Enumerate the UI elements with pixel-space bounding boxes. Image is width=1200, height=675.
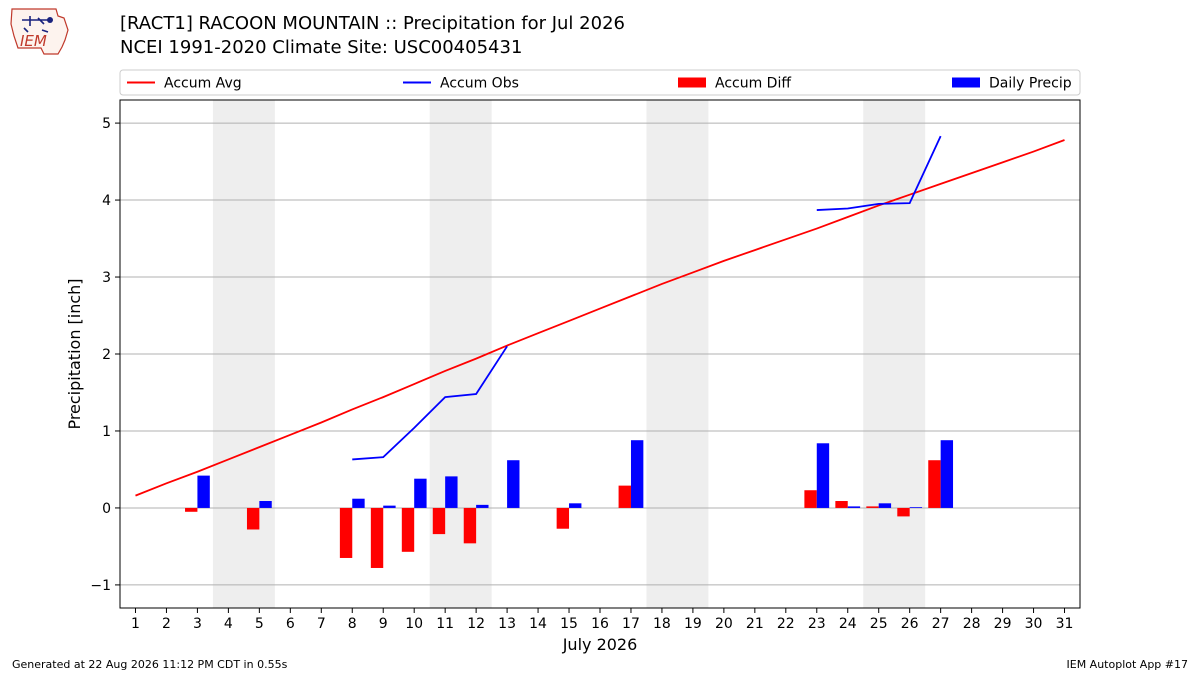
daily-precip-bar xyxy=(259,501,272,508)
generated-timestamp: Generated at 22 Aug 2026 11:12 PM CDT in… xyxy=(12,658,288,671)
x-tick-label: 12 xyxy=(467,616,485,632)
y-tick-label: 2 xyxy=(102,347,111,363)
x-axis-label: July 2026 xyxy=(562,635,638,654)
accum-diff-bar xyxy=(618,485,631,508)
x-tick-label: 5 xyxy=(255,616,264,632)
accum-diff-bar xyxy=(246,507,260,530)
y-tick-label: 0 xyxy=(102,501,111,517)
legend: Accum Avg Accum Obs Accum Diff Daily Precip xyxy=(119,69,1081,96)
accum-diff-bar xyxy=(866,506,879,508)
x-tick-label: 31 xyxy=(1056,616,1074,632)
accum-obs-line xyxy=(352,345,508,461)
chart-title: [RACT1] RACOON MOUNTAIN :: Precipitation… xyxy=(120,13,625,34)
x-tick-label: 26 xyxy=(901,616,919,632)
daily-precip-bar xyxy=(569,503,582,508)
daily-precip-bar xyxy=(507,460,520,508)
x-tick-label: 9 xyxy=(379,616,388,632)
y-tick-label: 1 xyxy=(102,424,111,440)
accum-diff-bar xyxy=(804,490,817,508)
x-tick-label: 17 xyxy=(622,616,640,632)
x-tick-label: 14 xyxy=(529,616,547,632)
x-tick-label: 30 xyxy=(1025,616,1043,632)
x-tick-label: 24 xyxy=(839,616,857,632)
daily-precip-bar xyxy=(878,503,892,508)
x-tick-label: 11 xyxy=(436,616,454,632)
legend-swatch xyxy=(952,77,980,88)
daily-precip-bar xyxy=(445,476,458,508)
legend-label: Accum Obs xyxy=(440,76,519,92)
x-tick-label: 7 xyxy=(317,616,326,632)
legend-swatch xyxy=(678,77,706,88)
legend-label: Daily Precip xyxy=(989,76,1072,92)
app-label: IEM Autoplot App #17 xyxy=(1066,658,1189,671)
y-axis-label: Precipitation [inch] xyxy=(65,278,84,429)
daily-precip-bar xyxy=(847,506,861,508)
accum-diff-bar xyxy=(556,507,570,529)
y-tick-label: 3 xyxy=(102,270,111,286)
x-tick-label: 4 xyxy=(224,616,233,632)
accum-diff-bar xyxy=(463,507,477,544)
accum-diff-bar xyxy=(432,507,446,535)
accum-diff-bar xyxy=(897,507,910,517)
daily-precip-bar xyxy=(476,504,489,508)
accum-avg-line xyxy=(135,139,1065,497)
x-tick-label: 23 xyxy=(808,616,826,632)
daily-precip-bar xyxy=(816,443,830,508)
iem-logo: IEM xyxy=(10,8,69,55)
legend-label: Accum Diff xyxy=(715,76,791,92)
svg-text:IEM: IEM xyxy=(20,32,47,50)
accum-diff-bar xyxy=(370,507,384,568)
accum-diff-bar xyxy=(339,507,353,558)
accum-obs-line xyxy=(816,135,942,211)
x-tick-label: 2 xyxy=(162,616,171,632)
x-tick-label: 1 xyxy=(131,616,140,632)
x-tick-label: 16 xyxy=(591,616,609,632)
x-tick-label: 6 xyxy=(286,616,295,632)
x-tick-label: 3 xyxy=(193,616,202,632)
accum-diff-bar xyxy=(928,460,941,508)
accum-diff-bar xyxy=(401,507,415,552)
x-tick-label: 20 xyxy=(715,616,733,632)
daily-precip-bar xyxy=(630,440,644,508)
y-tick-label: 4 xyxy=(102,193,111,209)
accum-diff-bar xyxy=(185,507,198,512)
x-tick-label: 21 xyxy=(746,616,764,632)
legend-label: Accum Avg xyxy=(164,76,242,92)
x-tick-label: 18 xyxy=(653,616,671,632)
chart-subtitle: NCEI 1991-2020 Climate Site: USC00405431 xyxy=(120,37,523,58)
x-tick-label: 13 xyxy=(498,616,516,632)
bars-layer xyxy=(185,440,954,568)
x-tick-label: 28 xyxy=(963,616,981,632)
accum-diff-bar xyxy=(835,501,848,508)
y-tick-label: 5 xyxy=(102,116,111,132)
x-tick-label: 10 xyxy=(405,616,423,632)
daily-precip-bar xyxy=(197,475,210,508)
daily-precip-bar xyxy=(909,507,923,508)
x-tick-label: 29 xyxy=(994,616,1012,632)
legend-box xyxy=(119,69,1081,96)
x-tick-label: 27 xyxy=(932,616,950,632)
x-tick-label: 19 xyxy=(684,616,702,632)
lines-layer xyxy=(135,135,1065,497)
daily-precip-bar xyxy=(940,440,954,508)
daily-precip-bar xyxy=(352,498,365,508)
daily-precip-bar xyxy=(383,505,396,508)
x-tick-label: 15 xyxy=(560,616,578,632)
y-tick-label: −1 xyxy=(90,578,111,594)
daily-precip-bar xyxy=(414,478,427,508)
x-tick-label: 22 xyxy=(777,616,795,632)
x-tick-label: 8 xyxy=(348,616,357,632)
x-tick-label: 25 xyxy=(870,616,888,632)
